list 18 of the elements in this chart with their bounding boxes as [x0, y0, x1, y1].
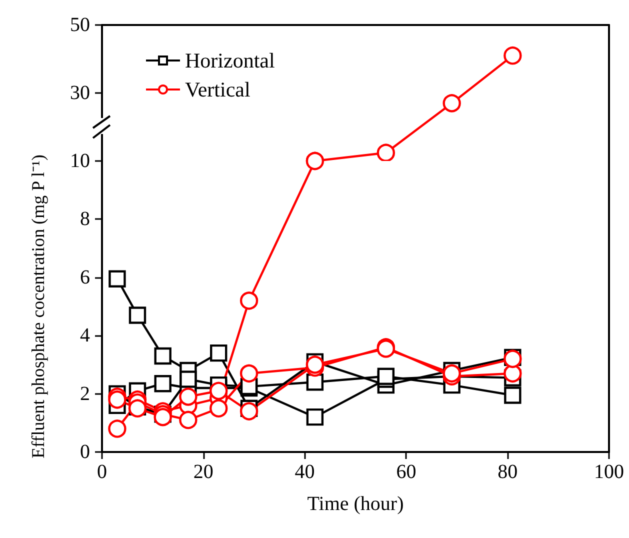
x-tick-label: 60: [396, 461, 416, 483]
y-tick-label: 2: [80, 382, 90, 405]
y-tick-label: 10: [70, 150, 90, 172]
y-tick-label: 8: [80, 208, 90, 230]
y-tick-label: 30: [70, 82, 90, 104]
x-tick-label: 20: [193, 461, 214, 483]
y-tick-label: 6: [80, 266, 90, 288]
legend-label: Vertical: [185, 78, 250, 102]
x-axis-title: Time (hour): [307, 493, 404, 515]
x-tick-label: 40: [294, 461, 315, 483]
y-tick-label: 4: [80, 324, 90, 347]
x-tick-label: 0: [97, 461, 107, 483]
y-tick-label: 50: [70, 14, 90, 36]
y-axis-title: Effluent phosphate cocentration (mg P l⁻¹): [28, 154, 48, 458]
x-tick-label: 80: [498, 461, 518, 483]
legend-label: Horizontal: [185, 48, 275, 72]
y-tick-label: 0: [80, 441, 90, 463]
x-tick-label: 100: [594, 461, 624, 483]
